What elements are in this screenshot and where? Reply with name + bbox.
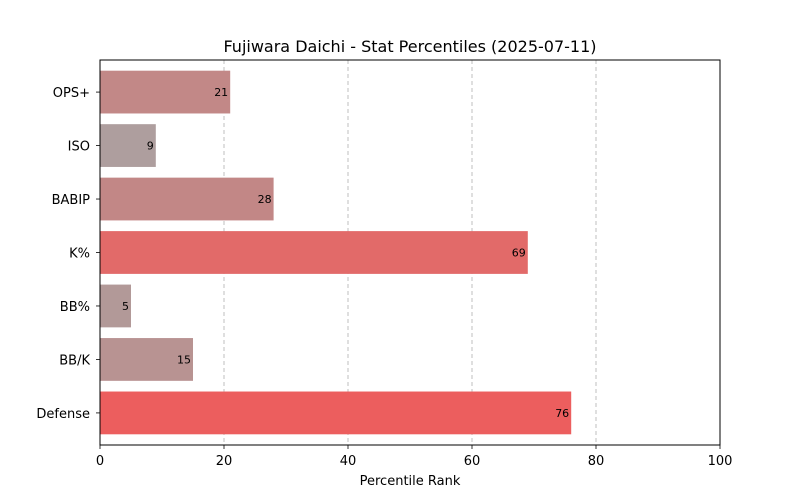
x-tick-label: 20 [216, 454, 233, 469]
bar-babip [100, 177, 274, 221]
x-tick-label: 0 [96, 454, 104, 469]
bar-value-label: 21 [214, 86, 228, 99]
y-tick-label: BABIP [52, 193, 91, 208]
bar-bb-k [100, 338, 193, 381]
y-tick-label: BB/K [59, 353, 90, 368]
bar-iso [100, 124, 156, 167]
x-tick-label: 60 [464, 454, 481, 469]
bar-value-label: 76 [555, 407, 569, 420]
chart-title: Fujiwara Daichi - Stat Percentiles (2025… [223, 37, 596, 56]
x-axis-label: Percentile Rank [360, 474, 461, 489]
y-tick-label: Defense [36, 407, 90, 422]
bar-defense [100, 391, 572, 435]
bar-k- [100, 231, 528, 274]
x-tick-label: 80 [588, 454, 605, 469]
y-tick-label: K% [69, 247, 90, 262]
bar-ops- [100, 70, 231, 114]
bar-value-label: 69 [512, 247, 526, 260]
bar-bb- [100, 284, 131, 328]
y-tick-label: ISO [68, 140, 90, 155]
x-axis-ticks: 0 20 40 60 80 100 [96, 445, 733, 469]
y-axis-ticks: OPS+ ISO BABIP K% BB% BB/K Defense [36, 86, 100, 422]
x-tick-label: 100 [708, 454, 733, 469]
bar-value-label: 15 [177, 353, 191, 366]
bar-value-label: 28 [258, 193, 272, 206]
y-tick-label: BB% [60, 300, 90, 315]
x-tick-label: 40 [340, 454, 357, 469]
bars: 21 9 28 69 5 15 76 [100, 70, 572, 435]
bar-value-label: 5 [122, 300, 129, 313]
bar-value-label: 9 [147, 140, 154, 153]
y-tick-label: OPS+ [53, 86, 90, 101]
